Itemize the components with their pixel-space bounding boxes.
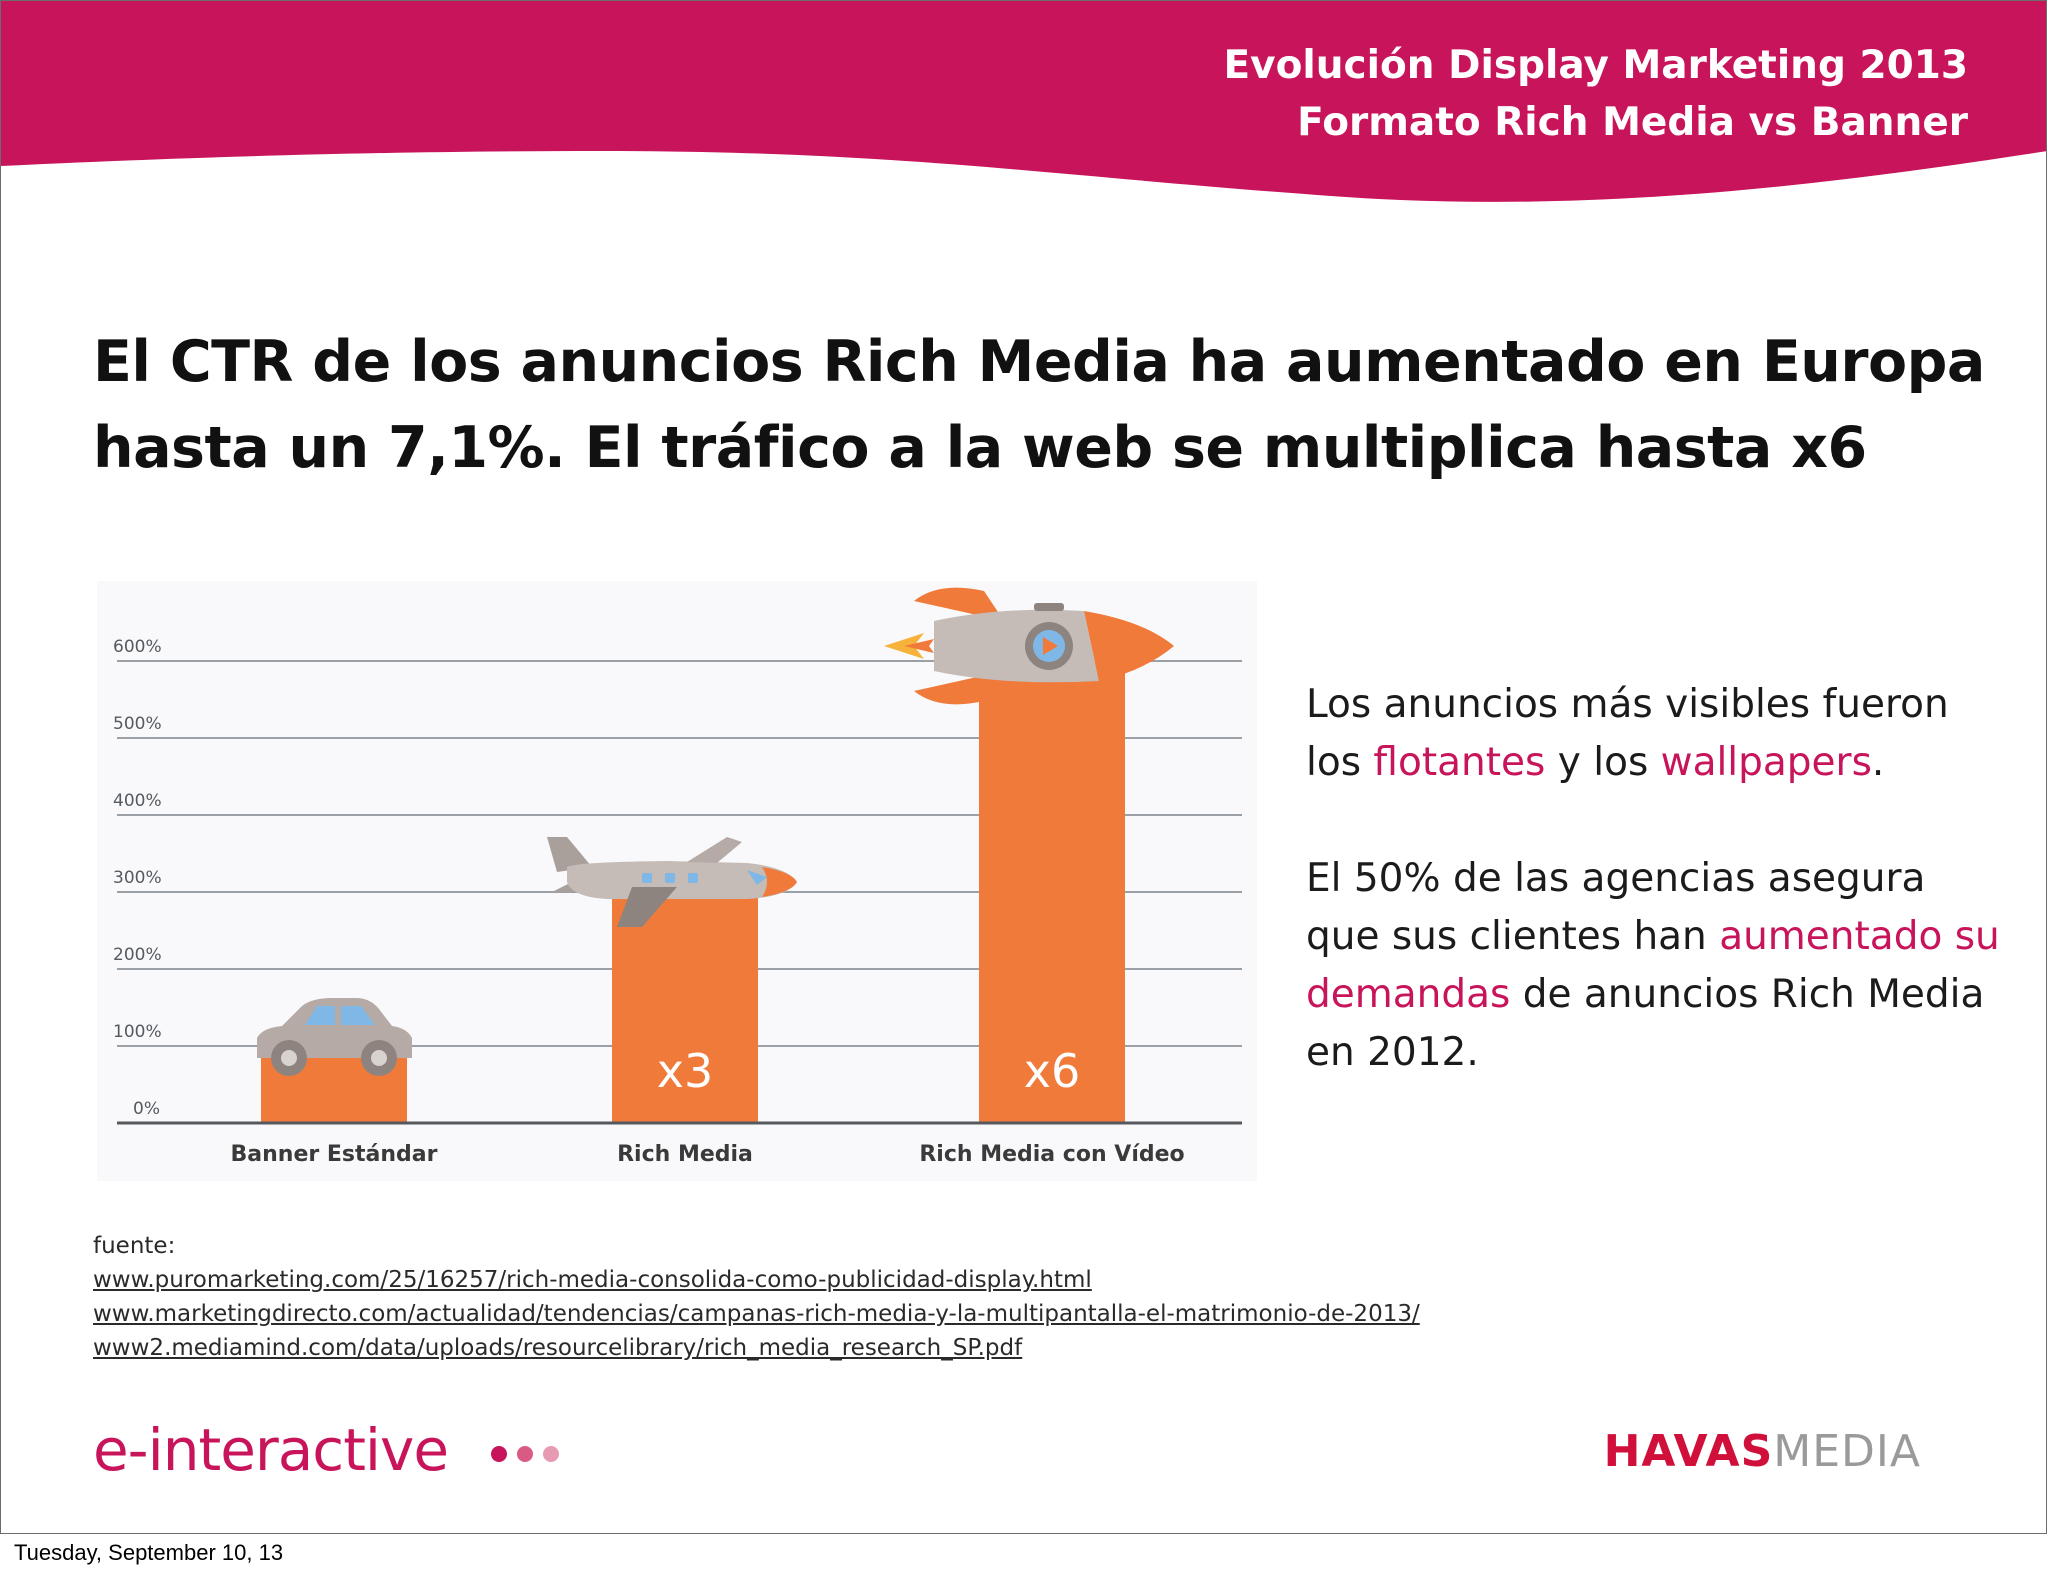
side-text-1-highlight-flotantes: flotantes [1373, 740, 1546, 785]
bar-multiplier-label: x6 [1024, 1044, 1081, 1098]
side-text-paragraph-1: Los anuncios más visibles fueron los flo… [1306, 676, 2006, 792]
y-tick-label: 600% [113, 637, 162, 657]
side-text-2-highlight: aumentado su demandas [1306, 914, 2000, 1017]
header-band [1, 1, 2046, 202]
side-text-1c: . [1871, 740, 1885, 785]
rocket-icon [884, 587, 1174, 705]
x-category-label: Banner Estándar [231, 1142, 438, 1167]
headline-line1: El CTR de los anuncios Rich Media ha aum… [93, 329, 1985, 395]
side-text-1b: y los [1545, 740, 1661, 785]
bar-multiplier-label: x3 [657, 1044, 714, 1098]
chart-bars [261, 661, 1125, 1122]
sources: fuente: www.puromarketing.com/25/16257/r… [93, 1229, 1420, 1365]
car-icon [257, 998, 412, 1076]
source-link-marketingdirecto[interactable]: www.marketingdirecto.com/actualidad/tend… [93, 1301, 1420, 1327]
havas-logo-light: MEDIA [1773, 1426, 1921, 1477]
y-tick-label: 100% [113, 1022, 162, 1042]
bar [612, 892, 758, 1122]
bar [979, 661, 1125, 1122]
source-link-puromarketing[interactable]: www.puromarketing.com/25/16257/rich-medi… [93, 1267, 1092, 1293]
e-interactive-logo: e-interactive [93, 1416, 449, 1484]
footer-date: Tuesday, September 10, 13 [14, 1540, 284, 1565]
side-text-2a: El 50% de las agencias asegura que sus c… [1306, 856, 1926, 959]
side-text: Los anuncios más visibles fueron los flo… [1306, 676, 2006, 1140]
x-category-label: Rich Media [617, 1142, 753, 1167]
chart-labels: Banner Estándar Rich Media x3 Rich Media co… [231, 1044, 1185, 1167]
y-tick-label: 500% [113, 714, 162, 734]
headline-line2: hasta un 7,1%. El tráfico a la web se mu… [93, 415, 1867, 481]
side-text-1-highlight-wallpapers: wallpapers [1660, 740, 1872, 785]
y-tick-label: 0% [133, 1099, 160, 1119]
havas-media-logo: HAVASMEDIA [1604, 1426, 1921, 1477]
logo-dot-3 [543, 1446, 559, 1462]
y-tick-label: 300% [113, 868, 162, 888]
slide: Evolución Display Marketing 2013 Formato… [0, 0, 2047, 1534]
source-link-mediamind[interactable]: www2.mediamind.com/data/uploads/resource… [93, 1335, 1023, 1361]
side-text-1a: Los anuncios más visibles fueron los [1306, 682, 1949, 785]
header-title-line2: Formato Rich Media vs Banner [1297, 100, 1968, 145]
airplane-icon [547, 837, 797, 927]
header-title-line1: Evolución Display Marketing 2013 [1223, 43, 1969, 88]
e-interactive-logo-dots [491, 1446, 569, 1466]
logo-dot-1 [491, 1446, 507, 1462]
logo-dot-2 [517, 1446, 533, 1462]
y-tick-label: 400% [113, 791, 162, 811]
headline: El CTR de los anuncios Rich Media ha aum… [93, 319, 1993, 491]
header-title: Evolución Display Marketing 2013 Formato… [1224, 37, 1969, 151]
x-category-label: Rich Media con Vídeo [919, 1142, 1184, 1167]
ctr-bar-chart: 0% 100% 200% 300% 400% 500% 600% [97, 581, 1257, 1181]
havas-logo-bold: HAVAS [1603, 1426, 1774, 1477]
side-text-paragraph-2: El 50% de las agencias asegura que sus c… [1306, 850, 2006, 1082]
sources-label: fuente: [93, 1233, 176, 1259]
y-tick-label: 200% [113, 945, 162, 965]
side-text-2b: de anuncios Rich Media en 2012. [1306, 972, 1985, 1075]
